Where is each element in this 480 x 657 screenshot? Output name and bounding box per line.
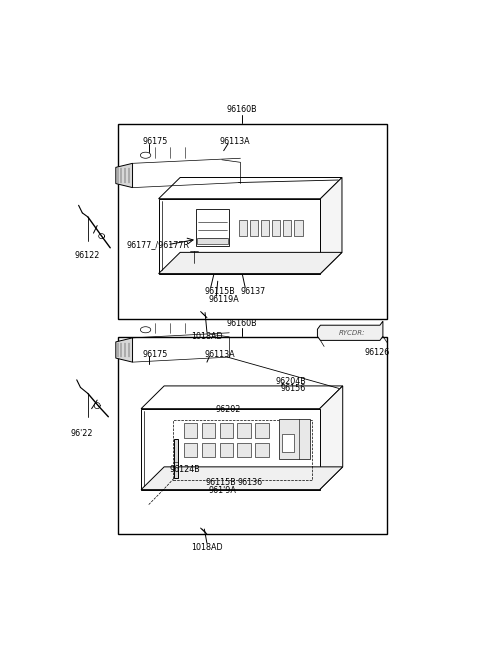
Circle shape (216, 243, 232, 265)
Text: 96160B: 96160B (227, 319, 258, 328)
Text: 96202: 96202 (216, 405, 241, 414)
Polygon shape (321, 177, 342, 273)
Text: 96175: 96175 (143, 137, 168, 146)
Circle shape (222, 463, 235, 481)
Bar (196, 210, 229, 246)
Bar (238, 443, 251, 457)
Text: 96204B: 96204B (276, 377, 307, 386)
Polygon shape (320, 386, 343, 489)
Text: 96119A: 96119A (208, 296, 239, 304)
Bar (118, 337, 387, 534)
Bar (238, 423, 251, 438)
Bar (261, 221, 269, 236)
Text: 96160B: 96160B (227, 105, 258, 114)
Polygon shape (141, 409, 320, 489)
Text: 1018AD: 1018AD (191, 332, 223, 341)
Circle shape (244, 248, 256, 264)
Polygon shape (174, 439, 178, 478)
Polygon shape (141, 386, 343, 409)
Text: 96113A: 96113A (204, 350, 235, 359)
Polygon shape (158, 252, 342, 273)
Text: 96177_/96177R: 96177_/96177R (126, 240, 189, 249)
Bar (202, 423, 215, 438)
Text: 96126: 96126 (364, 348, 390, 357)
Text: 96115B: 96115B (204, 287, 235, 296)
Bar (173, 420, 312, 480)
Bar (219, 423, 233, 438)
Polygon shape (116, 164, 132, 188)
Text: 96137: 96137 (240, 287, 265, 296)
Bar (272, 221, 280, 236)
Circle shape (192, 457, 210, 482)
Polygon shape (141, 467, 343, 489)
Text: 96'22: 96'22 (71, 430, 93, 438)
Bar (279, 419, 311, 459)
Bar (294, 221, 302, 236)
Text: 96136: 96136 (238, 478, 263, 487)
Bar (219, 443, 233, 457)
Text: 96115B: 96115B (205, 478, 236, 487)
Bar (255, 443, 269, 457)
Text: 96156: 96156 (280, 384, 305, 393)
Text: 96175: 96175 (143, 350, 168, 359)
Text: 96113A: 96113A (220, 137, 251, 146)
Text: 961'9A: 961'9A (208, 486, 236, 495)
Bar (184, 423, 197, 438)
Polygon shape (158, 198, 321, 273)
Text: 96124B: 96124B (170, 465, 201, 474)
Bar (250, 221, 258, 236)
Bar (118, 124, 387, 319)
Bar (184, 443, 197, 457)
Text: 1018AD: 1018AD (191, 543, 223, 553)
Bar (282, 434, 294, 451)
Polygon shape (317, 321, 383, 340)
Polygon shape (116, 338, 132, 362)
Text: 96122: 96122 (74, 251, 99, 260)
Bar (283, 221, 291, 236)
Bar (202, 443, 215, 457)
Ellipse shape (140, 152, 151, 158)
Bar (255, 423, 269, 438)
Circle shape (264, 251, 272, 261)
Polygon shape (158, 177, 342, 198)
Ellipse shape (140, 327, 151, 333)
Text: RYCDR:: RYCDR: (339, 330, 365, 336)
Bar (197, 238, 228, 244)
Circle shape (247, 466, 255, 478)
Bar (239, 221, 247, 236)
